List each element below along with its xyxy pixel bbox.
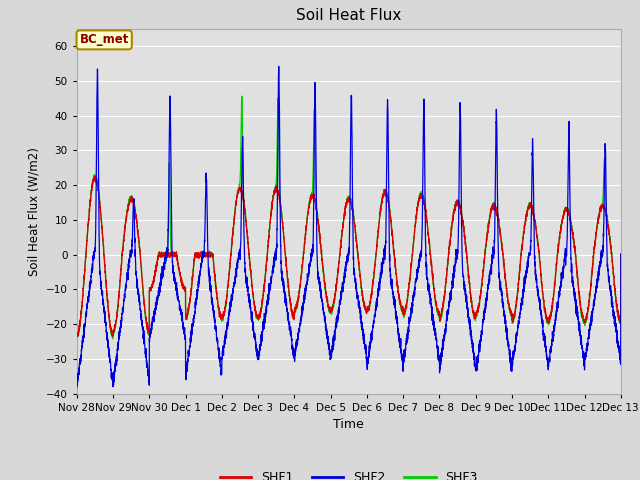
Title: Soil Heat Flux: Soil Heat Flux (296, 9, 401, 24)
Legend: SHF1, SHF2, SHF3: SHF1, SHF2, SHF3 (214, 467, 483, 480)
X-axis label: Time: Time (333, 418, 364, 431)
Text: BC_met: BC_met (79, 34, 129, 47)
Y-axis label: Soil Heat Flux (W/m2): Soil Heat Flux (W/m2) (28, 147, 40, 276)
